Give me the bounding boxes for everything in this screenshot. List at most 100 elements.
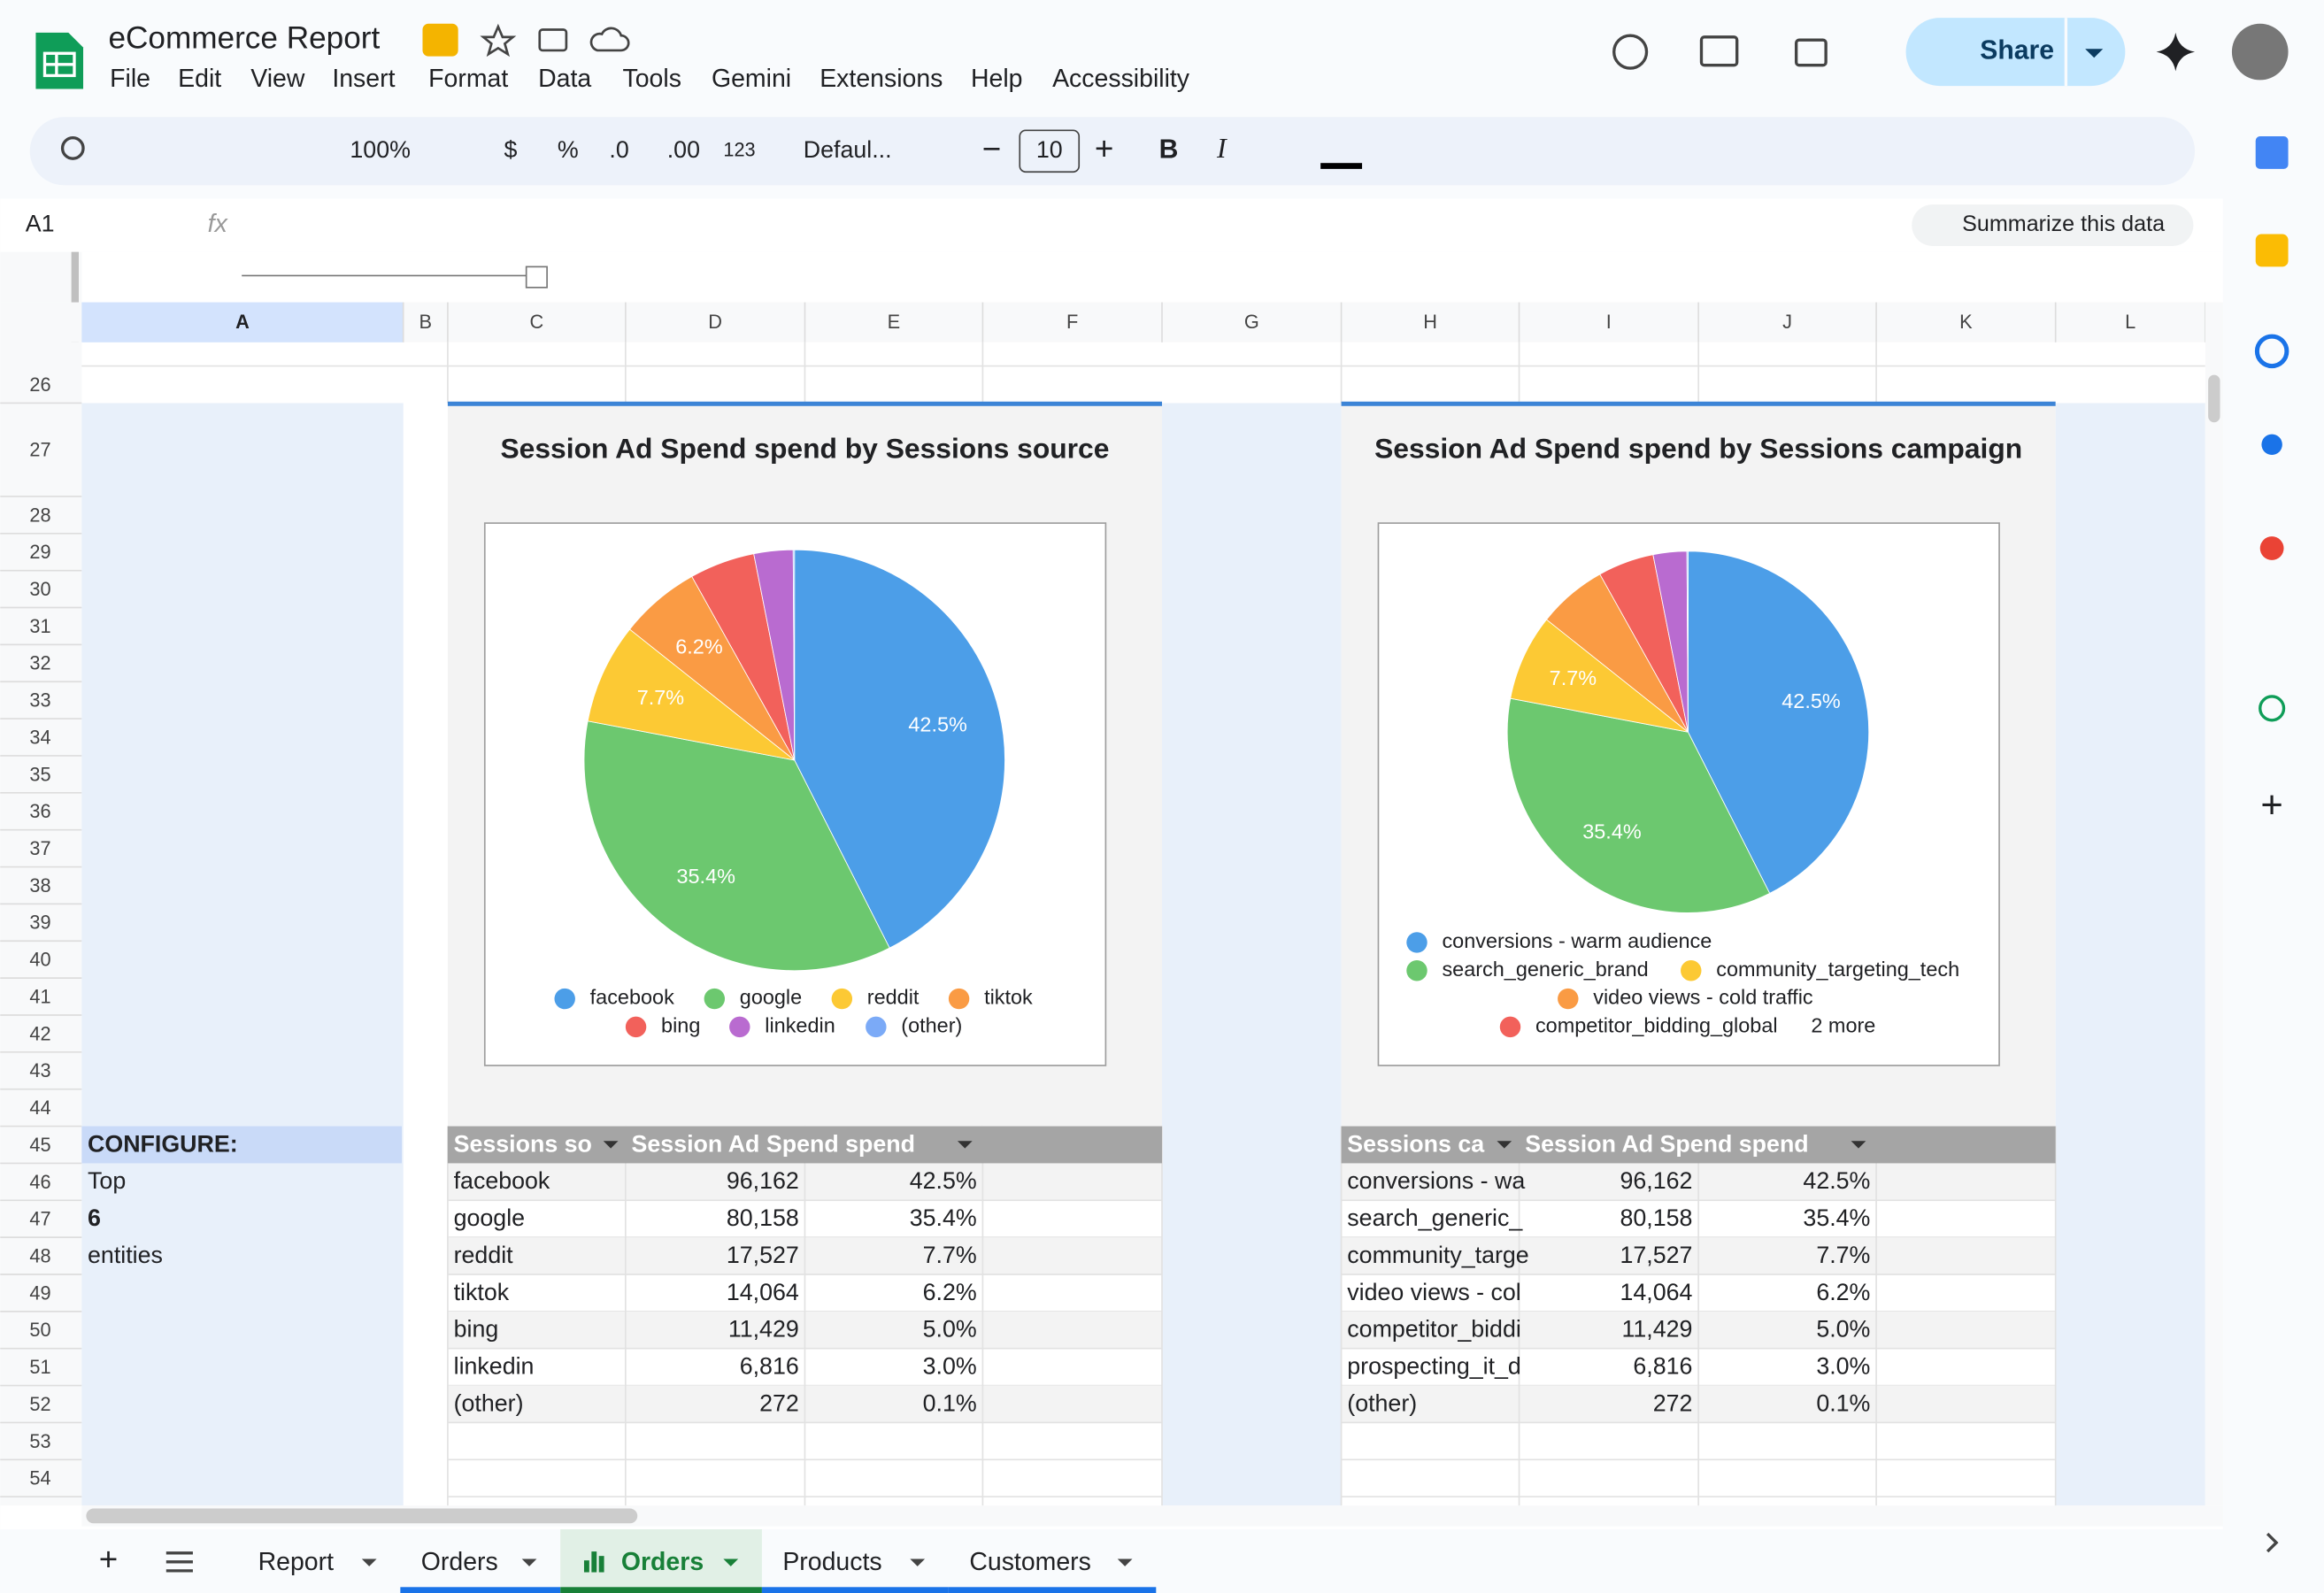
column-header[interactable]: D (708, 311, 722, 333)
table-cell[interactable]: 11,429 (728, 1316, 799, 1343)
toolbar-item[interactable]: .00 (667, 136, 700, 163)
row-header[interactable]: 48 (29, 1244, 50, 1266)
legend-label[interactable]: community_targeting_tech (1716, 958, 1959, 981)
table-cell[interactable]: 96,162 (1620, 1167, 1693, 1194)
cloud-icon[interactable] (589, 27, 630, 52)
v-thumb[interactable] (2208, 374, 2220, 423)
tab-menu-arrow[interactable] (361, 1558, 377, 1566)
search-icon[interactable] (60, 136, 85, 160)
table-cell[interactable]: 11,429 (1622, 1316, 1693, 1343)
column-header[interactable]: E (888, 311, 901, 333)
table-header-cell[interactable]: Session Ad Spend spend (632, 1130, 915, 1157)
table-cell[interactable]: 42.5% (1803, 1167, 1870, 1194)
plus-icon[interactable]: + (1095, 131, 1114, 167)
table-cell[interactable]: facebook (454, 1167, 550, 1194)
legend-label[interactable]: facebook (590, 986, 674, 1009)
menu-item[interactable]: Format (428, 65, 508, 93)
toolbar-item[interactable]: B (1159, 135, 1179, 165)
table-cell[interactable]: 17,527 (1620, 1242, 1693, 1268)
menu-item[interactable]: Gemini (712, 65, 791, 93)
column-header[interactable]: G (1244, 311, 1259, 333)
icon-badge[interactable] (422, 23, 458, 57)
row-header[interactable]: 38 (29, 874, 50, 897)
toolbar-item[interactable]: % (558, 136, 579, 163)
avatar[interactable] (2231, 23, 2289, 81)
table-cell[interactable]: 3.0% (1816, 1353, 1870, 1380)
table-cell[interactable]: 5.0% (1816, 1316, 1870, 1343)
column-header[interactable]: A (235, 311, 250, 333)
table-cell[interactable]: 35.4% (910, 1204, 977, 1231)
column-header[interactable]: K (1959, 311, 1973, 333)
table-cell[interactable]: search_generic_ (1347, 1204, 1523, 1231)
row-header[interactable]: 43 (29, 1059, 50, 1081)
tab-menu-arrow[interactable] (910, 1558, 926, 1566)
minus-icon[interactable]: − (982, 131, 1002, 167)
h-thumb[interactable] (86, 1508, 638, 1524)
row-header[interactable]: 47 (29, 1208, 50, 1230)
table-cell[interactable]: 14,064 (1620, 1279, 1693, 1305)
row-header[interactable]: 34 (29, 726, 50, 748)
toolbar-item[interactable]: $ (504, 136, 518, 163)
legend-more[interactable]: 2 more (1811, 1014, 1875, 1037)
summarize-label[interactable]: Summarize this data (1962, 212, 2165, 236)
row-header[interactable]: 51 (29, 1356, 50, 1378)
add-sheet[interactable]: + (99, 1542, 119, 1578)
table-cell[interactable]: 42.5% (910, 1167, 977, 1194)
sheet-tab[interactable]: Orders (621, 1548, 704, 1576)
legend-label[interactable]: (other) (901, 1014, 962, 1037)
share-label[interactable]: Share (1980, 36, 2054, 65)
table-cell[interactable]: 80,158 (727, 1204, 799, 1231)
table-cell[interactable]: reddit (454, 1242, 514, 1268)
table-cell[interactable]: 17,527 (727, 1242, 799, 1268)
table-cell[interactable]: google (454, 1204, 525, 1231)
toolbar-item[interactable]: 100% (350, 136, 411, 163)
config-cell[interactable]: CONFIGURE: (88, 1130, 238, 1157)
row-header[interactable]: 40 (29, 949, 50, 971)
table-cell[interactable]: 3.0% (923, 1353, 977, 1380)
config-cell[interactable]: Top (88, 1167, 126, 1194)
legend-label[interactable]: tiktok (984, 986, 1033, 1009)
legend-label[interactable]: search_generic_brand (1442, 958, 1648, 981)
table-cell[interactable]: 14,064 (727, 1279, 799, 1305)
row-header[interactable]: 33 (29, 689, 50, 712)
config-cell[interactable]: 6 (88, 1204, 101, 1231)
legend-label[interactable]: linkedin (765, 1014, 835, 1037)
table-cell[interactable]: 272 (1653, 1389, 1693, 1416)
sheet-tab[interactable]: Orders (421, 1548, 498, 1576)
tab-menu-arrow[interactable] (723, 1558, 739, 1566)
toolbar-item[interactable]: I (1216, 133, 1227, 164)
row-header[interactable]: 30 (29, 578, 50, 600)
table-cell[interactable]: 5.0% (923, 1316, 977, 1343)
filter-arrow[interactable] (1851, 1141, 1866, 1149)
table-cell[interactable]: tiktok (454, 1279, 510, 1305)
summarize-button[interactable] (1912, 204, 2194, 246)
table-header-cell[interactable]: Sessions so (454, 1130, 592, 1157)
row-header[interactable]: 36 (29, 800, 50, 822)
column-header[interactable]: J (1782, 311, 1792, 333)
history-icon[interactable] (1612, 34, 1649, 70)
column-header[interactable]: C (530, 311, 544, 333)
menu-item[interactable]: Edit (178, 65, 221, 93)
share-button[interactable] (1905, 18, 2126, 87)
menu-item[interactable]: File (110, 65, 150, 93)
table-cell[interactable]: 0.1% (1816, 1389, 1870, 1416)
row-header[interactable]: 54 (29, 1467, 50, 1489)
row-header[interactable]: 53 (29, 1430, 50, 1452)
table-cell[interactable]: bing (454, 1316, 499, 1343)
all-sheets[interactable] (165, 1551, 193, 1573)
menu-item[interactable]: Data (538, 65, 591, 93)
share-dropdown[interactable] (2085, 49, 2104, 58)
table-cell[interactable]: 6,816 (740, 1353, 799, 1380)
table-cell[interactable]: 6.2% (923, 1279, 977, 1305)
group-collapse[interactable] (525, 266, 548, 289)
filter-arrow[interactable] (1497, 1141, 1512, 1149)
row-header[interactable]: 44 (29, 1097, 50, 1119)
table-cell[interactable]: competitor_biddi (1347, 1316, 1521, 1343)
column-header[interactable]: F (1066, 311, 1078, 333)
meet-icon[interactable] (1794, 38, 1828, 67)
row-header[interactable]: 45 (29, 1134, 50, 1156)
menu-item[interactable]: Help (971, 65, 1023, 93)
toolbar-item[interactable]: 123 (723, 139, 755, 161)
menu-item[interactable]: View (250, 65, 305, 93)
table-cell[interactable]: prospecting_it_d (1347, 1353, 1521, 1380)
